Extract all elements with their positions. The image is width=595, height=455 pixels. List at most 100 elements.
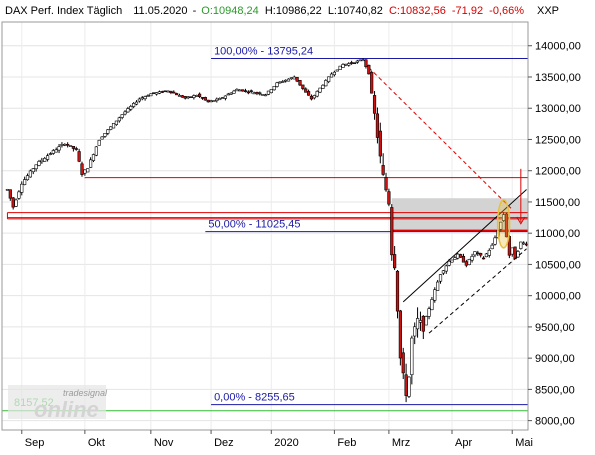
candle-body: [404, 374, 408, 396]
candle-body: [447, 260, 451, 266]
candle-body: [97, 139, 101, 146]
watermark-logo: tradesignal online: [8, 385, 108, 422]
candle-body: [467, 259, 471, 266]
candle-body: [441, 270, 445, 274]
candle-body: [235, 88, 239, 92]
candle-body: [407, 376, 411, 397]
candle-body: [83, 169, 87, 174]
candle-body: [80, 163, 84, 175]
header-high: H:10986,22: [265, 5, 322, 17]
candle-body: [510, 247, 514, 255]
candle-body: [31, 168, 35, 173]
candle-body: [390, 207, 394, 256]
candle-body: [341, 64, 345, 68]
y-tick-label: 10000,00: [535, 291, 581, 303]
candle-body: [522, 242, 526, 245]
instrument-name: DAX Perf. Index Täglich: [5, 5, 122, 17]
candle-body: [146, 95, 150, 97]
candle-body: [338, 65, 342, 70]
candle-body: [258, 92, 262, 95]
candle-body: [398, 310, 402, 359]
candle-body: [355, 60, 359, 63]
y-tick-label: 13000,00: [535, 103, 581, 115]
candle-body: [456, 253, 460, 259]
candle-body: [476, 252, 480, 255]
candle-body: [45, 155, 50, 160]
candle-body: [298, 80, 302, 86]
y-tick-label: 13500,00: [535, 72, 581, 84]
candle-body: [499, 221, 503, 230]
candle-body: [17, 191, 21, 199]
y-tick-label: 11500,00: [535, 197, 580, 209]
highlight-ellipse: [496, 199, 511, 249]
candle-body: [370, 72, 374, 94]
header-open: O:10948,24: [201, 5, 259, 17]
candle-body: [327, 76, 331, 83]
x-tick-label: Dez: [214, 437, 234, 449]
header-low: L:10740,82: [328, 5, 383, 17]
candle-body: [361, 59, 365, 62]
candle-body: [519, 241, 523, 249]
header-change-pct: -0,66%: [489, 5, 524, 17]
fibonacci-label: 50,00% - 11025,45: [208, 219, 300, 231]
candle-body: [470, 255, 474, 261]
candle-body: [387, 191, 391, 205]
candle-body: [66, 144, 70, 146]
y-tick-label: 10500,00: [535, 259, 581, 271]
candle-body: [516, 251, 520, 258]
y-tick-label: 14000,00: [535, 41, 581, 53]
candle-body: [352, 62, 357, 65]
candle-body: [415, 318, 420, 330]
candle-body: [106, 129, 110, 134]
candle-body: [37, 161, 41, 166]
candle-body: [410, 337, 414, 376]
candle-body: [413, 326, 417, 337]
candle-body: [304, 88, 308, 93]
header-separator-1: -: [193, 5, 197, 17]
candle-body: [86, 168, 90, 173]
candle-body: [436, 281, 440, 291]
candle-body: [226, 93, 230, 96]
candle-body: [246, 91, 250, 94]
candle-body: [57, 146, 61, 151]
candle-body: [261, 94, 265, 96]
y-tick-label: 11000,00: [535, 228, 580, 240]
candle-body: [278, 81, 282, 84]
candle-body: [203, 97, 207, 101]
candle-body: [269, 89, 273, 94]
candle-body: [378, 130, 382, 157]
candle-body: [149, 93, 153, 97]
candle-body: [166, 90, 170, 93]
red-down-arrow-head: [516, 216, 526, 225]
candle-body: [430, 299, 434, 311]
candle-body: [450, 259, 454, 263]
candle-body: [243, 90, 248, 92]
candle-body: [306, 91, 311, 96]
candle-body: [367, 64, 371, 75]
candle-body: [479, 253, 483, 256]
candle-body: [71, 146, 76, 149]
candle-body: [421, 315, 425, 332]
candle-body: [401, 352, 405, 374]
fibonacci-label: 0,00% - 8255,65: [214, 392, 295, 404]
x-tick-label: Sep: [25, 437, 45, 449]
candle-body: [433, 289, 437, 301]
candle-body: [335, 69, 339, 72]
axis-layer: 8000,00 8500,00 9000,00 9500,00 10000,00 1050…: [1, 21, 581, 449]
candle-body: [458, 254, 463, 258]
candle-body: [418, 320, 423, 323]
levels-layer: 100,00% - 13795,24 50,00% - 11025,45 0,00%…: [2, 46, 528, 412]
candle-body: [94, 146, 98, 156]
candle-body: [117, 117, 121, 122]
candle-body: [524, 243, 529, 246]
candle-body: [40, 159, 44, 163]
candle-body: [100, 136, 104, 140]
candle-body: [152, 92, 156, 94]
candle-body: [143, 96, 147, 100]
candle-body: [223, 95, 228, 99]
candle-body: [63, 143, 67, 146]
y-tick-label: 9000,00: [535, 353, 575, 365]
candle-body: [252, 92, 256, 95]
candle-body: [232, 90, 236, 94]
candle-body: [229, 92, 233, 95]
